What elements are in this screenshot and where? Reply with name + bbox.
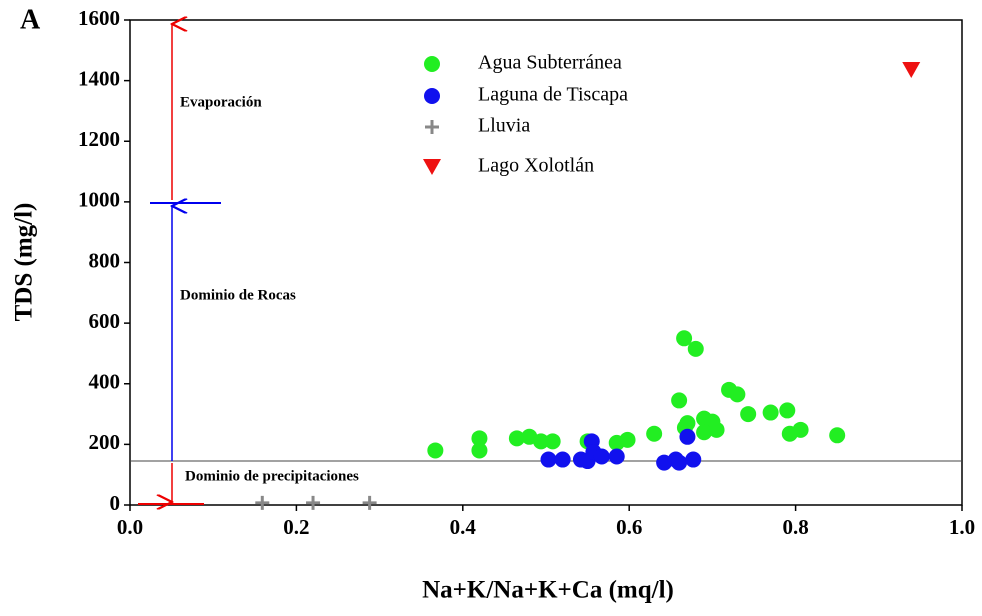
y-tick-label: 0	[110, 491, 121, 515]
x-tick-label: 0.2	[283, 515, 309, 539]
data-point	[362, 495, 377, 510]
data-point	[679, 428, 696, 445]
data-point	[762, 404, 779, 421]
x-axis-label: Na+K/Na+K+Ca (mq/l)	[422, 577, 674, 604]
data-point	[708, 421, 725, 438]
panel-label: A	[20, 4, 41, 35]
legend-marker	[425, 120, 439, 134]
data-point	[544, 433, 561, 450]
data-point	[554, 451, 571, 468]
data-point	[306, 495, 321, 510]
annotation: Dominio de Rocas	[180, 287, 296, 303]
data-point	[608, 448, 625, 465]
data-point	[679, 415, 696, 432]
legend-label: Lago Xolotlán	[478, 155, 594, 177]
legend-marker	[424, 88, 440, 104]
legend-marker	[424, 56, 440, 72]
y-axis-label: TDS (mg/l)	[11, 203, 38, 322]
y-tick-label: 1000	[78, 188, 120, 212]
y-tick-label: 1200	[78, 127, 120, 151]
y-tick-label: 1600	[78, 6, 120, 30]
data-point	[255, 495, 270, 510]
y-tick-label: 800	[89, 248, 121, 272]
data-point	[619, 431, 636, 448]
data-point	[671, 392, 688, 409]
data-point	[685, 451, 702, 468]
y-tick-label: 600	[89, 309, 121, 333]
data-point	[676, 330, 693, 347]
data-point	[593, 448, 610, 465]
x-tick-label: 0.0	[117, 515, 143, 539]
x-tick-label: 0.8	[782, 515, 808, 539]
data-point	[729, 386, 746, 403]
data-point	[740, 406, 757, 423]
x-tick-label: 1.0	[949, 515, 975, 539]
data-point	[792, 421, 809, 438]
data-point	[696, 424, 713, 441]
x-tick-label: 0.6	[616, 515, 642, 539]
data-point	[646, 425, 663, 442]
data-point	[533, 433, 550, 450]
legend-marker	[423, 159, 441, 175]
y-tick-label: 200	[89, 430, 121, 454]
data-point	[471, 442, 488, 459]
data-point	[508, 430, 525, 447]
data-point	[687, 340, 704, 357]
y-tick-label: 1400	[78, 66, 120, 90]
legend-label: Laguna de Tiscapa	[478, 84, 628, 106]
data-point	[779, 402, 796, 419]
data-point	[540, 451, 557, 468]
data-point	[671, 454, 688, 471]
y-tick-label: 400	[89, 370, 121, 394]
annotation: Dominio de precipitaciones	[185, 468, 359, 484]
legend-label: Lluvia	[478, 115, 530, 137]
data-point	[902, 62, 921, 79]
data-point	[829, 427, 846, 444]
data-point	[427, 442, 444, 459]
data-point	[471, 430, 488, 447]
legend-label: Agua Subterránea	[478, 52, 622, 74]
annotation: Evaporación	[180, 94, 262, 110]
x-tick-label: 0.4	[450, 515, 477, 539]
